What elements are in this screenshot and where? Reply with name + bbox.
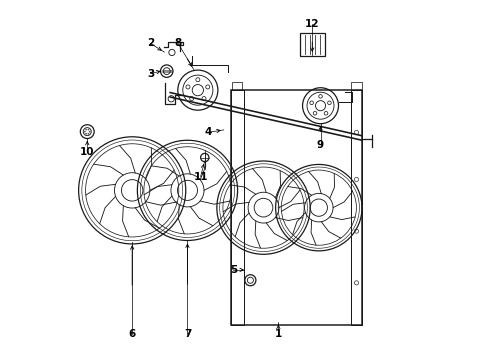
Text: 12: 12 [305, 19, 319, 29]
Text: 7: 7 [183, 329, 191, 339]
Text: 2: 2 [146, 39, 154, 49]
Text: 3: 3 [146, 68, 154, 78]
Text: 10: 10 [80, 147, 94, 157]
Text: 8: 8 [174, 39, 182, 49]
Bar [230, 90, 361, 325]
Bar [350, 90, 361, 325]
Bar [232, 81, 242, 90]
Text: 9: 9 [316, 140, 324, 150]
Text: 6: 6 [128, 329, 136, 339]
Bar [350, 81, 361, 90]
Text: 5: 5 [229, 265, 237, 275]
Text: 1: 1 [274, 329, 282, 339]
Text: 11: 11 [193, 172, 207, 181]
Text: 4: 4 [204, 127, 211, 137]
Bar [299, 33, 324, 55]
Bar [230, 90, 244, 325]
